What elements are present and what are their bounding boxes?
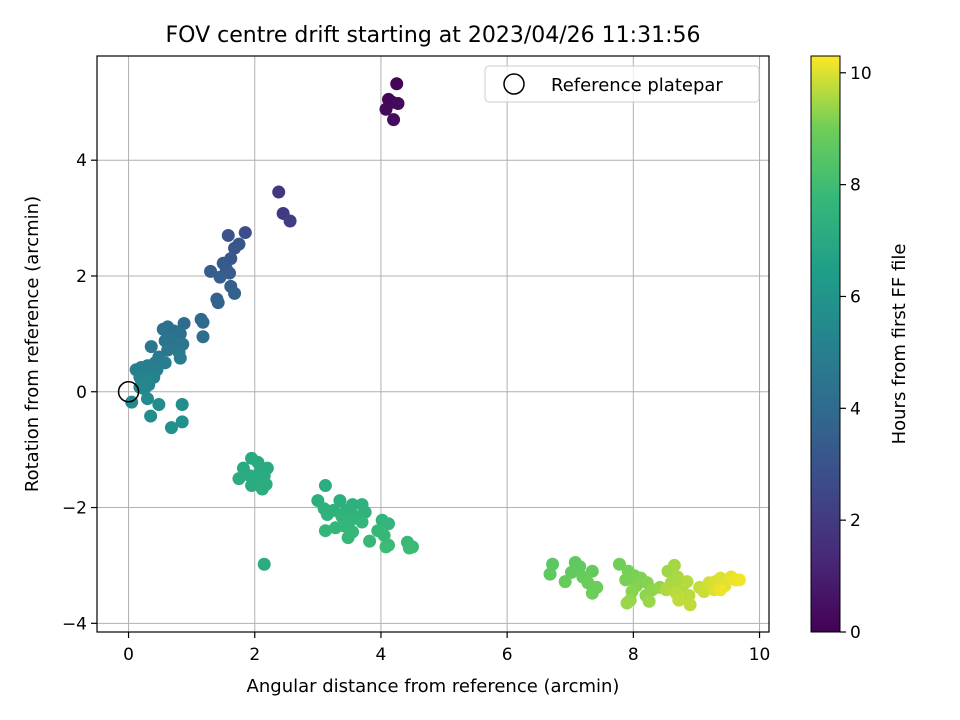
data-point <box>255 482 269 496</box>
x-axis-ticks: 0 2 4 6 8 10 <box>123 632 770 665</box>
data-point <box>585 564 599 578</box>
data-point <box>680 575 694 589</box>
data-point <box>173 351 187 365</box>
data-point <box>565 565 579 579</box>
legend-box <box>484 65 760 103</box>
x-tick-label: 6 <box>502 645 513 665</box>
data-point <box>329 521 343 535</box>
y-tick-label: −2 <box>62 499 87 519</box>
data-point <box>221 228 235 242</box>
axes-frame <box>96 55 770 633</box>
data-point <box>213 270 227 284</box>
data-point <box>379 102 393 116</box>
data-point <box>175 415 189 429</box>
colorbar-tick-label: 6 <box>850 287 861 307</box>
plot-area: 0 2 4 6 8 10 −4 −2 0 2 4 <box>62 55 770 665</box>
data-point <box>732 573 746 587</box>
data-point <box>228 286 242 300</box>
data-point <box>558 575 572 589</box>
y-tick-label: 0 <box>76 383 87 403</box>
data-point <box>245 479 259 493</box>
data-point <box>156 322 170 336</box>
data-point <box>546 557 560 571</box>
chart-title: FOV centre drift starting at 2023/04/26 … <box>166 23 701 48</box>
data-point <box>543 567 557 581</box>
data-point <box>144 409 158 423</box>
data-point <box>333 494 347 508</box>
data-point <box>363 534 377 548</box>
data-point <box>672 593 686 607</box>
data-point <box>161 343 175 357</box>
data-point <box>391 96 405 110</box>
data-point <box>382 517 396 531</box>
data-point <box>387 113 401 127</box>
y-axis-ticks: −4 −2 0 2 4 <box>62 151 97 634</box>
data-point <box>211 296 225 310</box>
data-point <box>341 531 355 545</box>
y-tick-label: 4 <box>76 151 87 171</box>
colorbar-gradient <box>810 55 841 633</box>
data-point <box>379 540 393 554</box>
legend-label-reference-platepar: Reference platepar <box>551 75 723 96</box>
y-tick-label: −4 <box>62 614 87 634</box>
data-point <box>177 316 191 330</box>
data-point <box>355 515 369 529</box>
x-tick-label: 8 <box>628 645 639 665</box>
data-point <box>620 596 634 610</box>
data-point <box>320 507 334 521</box>
data-points <box>117 77 746 612</box>
data-point <box>390 77 404 91</box>
colorbar-tick-label: 2 <box>850 511 861 531</box>
data-point <box>272 185 286 199</box>
data-point <box>140 392 154 406</box>
data-point <box>175 397 189 411</box>
data-point <box>232 472 246 486</box>
colorbar-ticks: 0 2 4 6 8 10 <box>840 64 872 643</box>
x-tick-label: 4 <box>376 645 387 665</box>
data-point <box>164 421 178 435</box>
y-axis-label: Rotation from reference (arcmin) <box>22 196 43 492</box>
data-point <box>585 586 599 600</box>
data-point <box>196 315 210 329</box>
colorbar-tick-label: 0 <box>850 623 861 643</box>
legend: Reference platepar <box>484 65 760 103</box>
colorbar: 0 2 4 6 8 10 Hours from first FF file <box>810 55 910 643</box>
data-point <box>257 557 271 571</box>
data-point <box>238 226 252 240</box>
reference-platepar-marker <box>117 381 140 403</box>
data-point <box>196 330 210 344</box>
colorbar-tick-label: 10 <box>850 64 872 84</box>
data-point <box>619 573 633 587</box>
data-point <box>683 598 697 612</box>
colorbar-label: Hours from first FF file <box>889 244 910 445</box>
colorbar-tick-label: 8 <box>850 176 861 196</box>
data-point <box>283 214 297 228</box>
x-tick-label: 2 <box>249 645 260 665</box>
data-point <box>228 241 242 255</box>
data-point <box>402 541 416 555</box>
data-point <box>204 264 218 278</box>
grid <box>97 56 769 632</box>
data-point <box>144 340 158 354</box>
data-point <box>152 397 166 411</box>
data-point <box>642 594 656 608</box>
data-point <box>318 524 332 538</box>
data-point <box>137 382 151 396</box>
data-point <box>612 557 626 571</box>
data-point <box>318 479 332 493</box>
data-point <box>713 583 727 597</box>
data-point <box>377 528 391 542</box>
y-tick-label: 2 <box>76 267 87 287</box>
legend-marker-open-circle <box>503 73 525 95</box>
data-point <box>659 583 673 597</box>
data-point <box>667 558 681 572</box>
x-tick-label: 10 <box>749 645 771 665</box>
x-axis-label: Angular distance from reference (arcmin) <box>247 676 620 697</box>
x-tick-label: 0 <box>123 645 134 665</box>
colorbar-tick-label: 4 <box>850 399 861 419</box>
